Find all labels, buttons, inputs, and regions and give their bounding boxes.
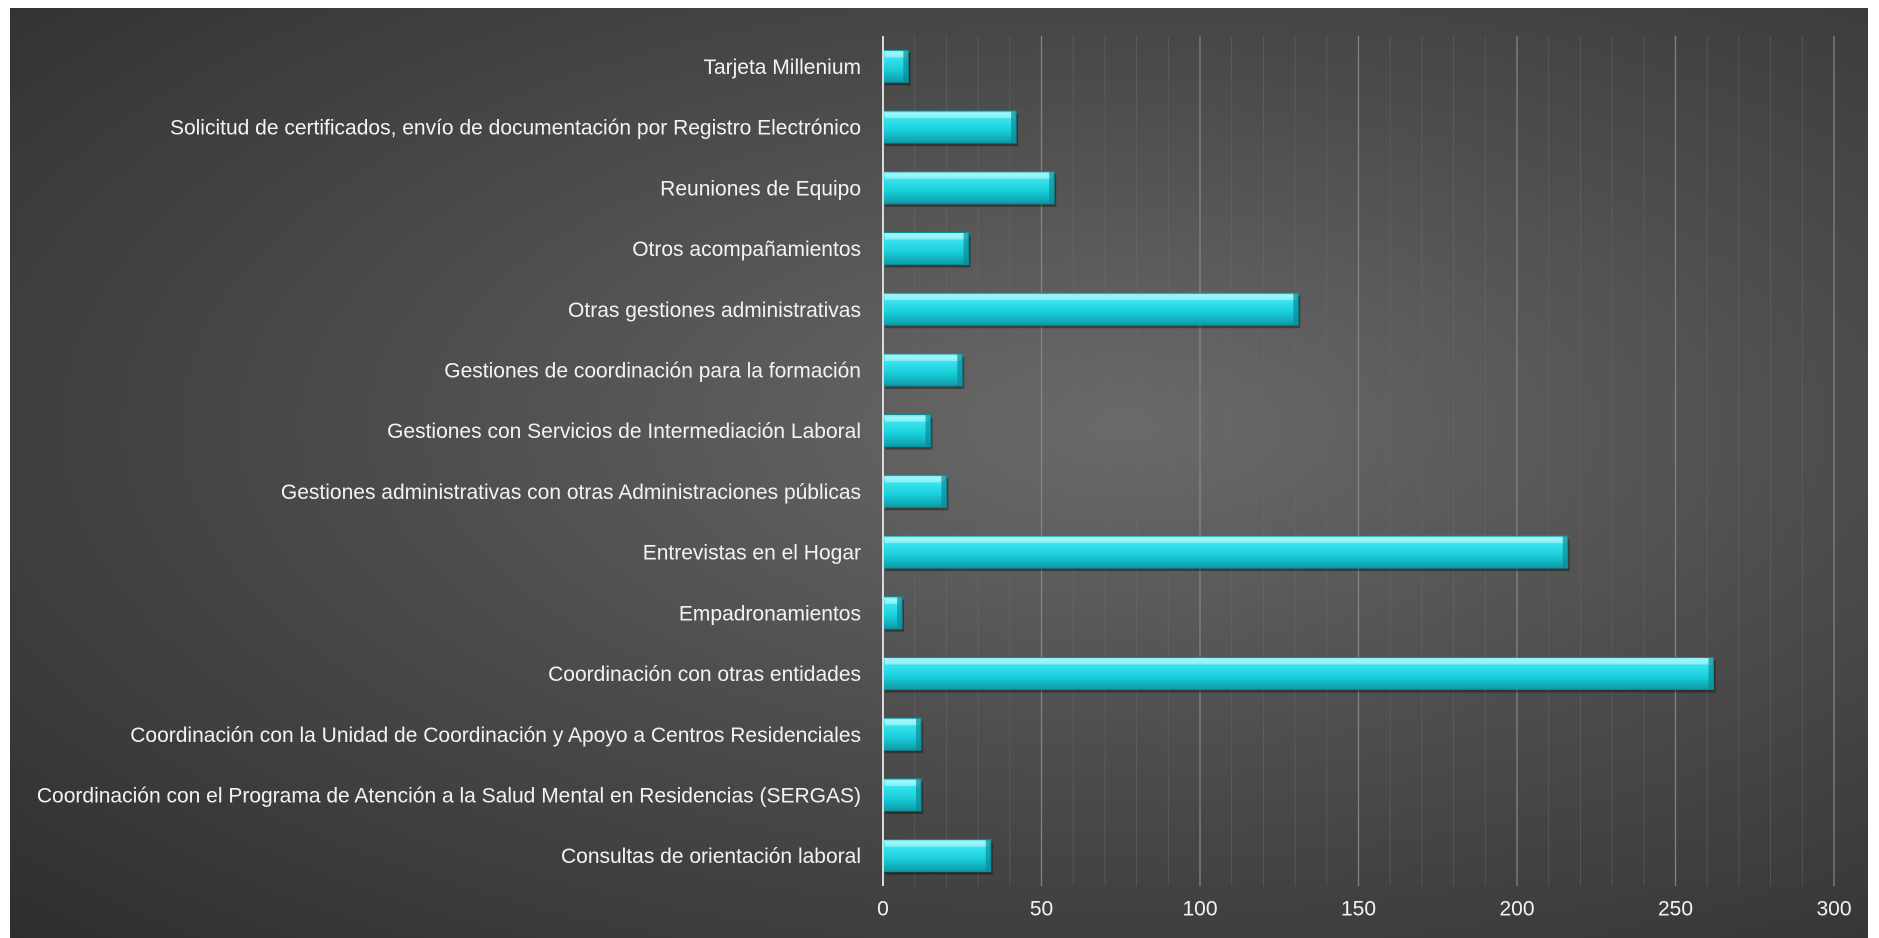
x-tick-label: 250 (1658, 898, 1693, 921)
bar-end-bevel (897, 596, 903, 629)
x-tick-label: 300 (1816, 898, 1851, 921)
bar-end-bevel (916, 778, 922, 811)
bar-bevel (885, 659, 1712, 665)
bar-end-bevel (941, 475, 947, 508)
x-tick-label: 0 (877, 898, 889, 921)
category-label: Reuniones de Equipo (660, 177, 861, 200)
category-label: Tarjeta Millenium (703, 56, 861, 79)
bar-bevel (885, 841, 989, 847)
category-label: Gestiones con Servicios de Intermediació… (387, 420, 861, 443)
bar-bevel (885, 538, 1566, 544)
bar (882, 778, 924, 814)
bar-bevel (885, 598, 901, 604)
bar-end-bevel (916, 718, 922, 751)
category-label: Empadronamientos (679, 602, 861, 625)
bar (882, 717, 924, 754)
category-label: Otras gestiones administrativas (568, 299, 861, 322)
bar (882, 535, 1570, 572)
bar-bevel (885, 355, 961, 361)
bar (882, 232, 971, 268)
bar (882, 110, 1019, 147)
bar (882, 49, 911, 86)
bar-end-bevel (925, 414, 931, 447)
bar (882, 292, 1301, 329)
bar-bevel (885, 52, 907, 58)
bar-end-bevel (957, 353, 963, 386)
bar-bevel (885, 113, 1015, 119)
bar-end-bevel (1011, 111, 1017, 144)
bar (882, 474, 949, 511)
bar (882, 353, 965, 389)
bar-end-bevel (1562, 536, 1568, 569)
bar-bevel (885, 416, 929, 422)
category-label: Solicitud de certificados, envío de docu… (170, 117, 861, 140)
bar-bevel (885, 720, 920, 726)
category-label: Coordinación con otras entidades (548, 663, 861, 686)
category-labels: Tarjeta Millenium Solicitud de certificad… (37, 56, 861, 868)
x-tick-label: 150 (1341, 898, 1376, 921)
bar-end-bevel (903, 50, 909, 83)
bars (882, 49, 1716, 875)
bar (882, 596, 905, 632)
category-label: Entrevistas en el Hogar (643, 542, 861, 565)
bar-end-bevel (1049, 171, 1055, 204)
bar-end-bevel (1293, 293, 1299, 326)
bar-bevel (885, 173, 1053, 179)
chart-frame: Tarjeta Millenium Solicitud de certificad… (10, 8, 1868, 938)
x-tick-label: 200 (1499, 898, 1534, 921)
bar (882, 657, 1716, 693)
bar (882, 839, 993, 875)
bar-bevel (885, 780, 920, 786)
category-label: Coordinación con la Unidad de Coordinaci… (130, 724, 861, 747)
bar (882, 171, 1057, 207)
category-label: Otros acompañamientos (632, 238, 861, 261)
category-label: Consultas de orientación laboral (561, 845, 861, 868)
x-tick-label: 50 (1030, 898, 1053, 921)
bar-bevel (885, 295, 1297, 301)
bar-end-bevel (1708, 657, 1714, 690)
bar (882, 414, 933, 450)
bar-end-bevel (963, 232, 969, 265)
bar-end-bevel (985, 839, 991, 872)
category-label: Coordinación con el Programa de Atención… (37, 784, 861, 807)
x-axis-ticks: 0 50 100 150 200 250 300 (877, 898, 1851, 921)
category-label: Gestiones administrativas con otras Admi… (281, 481, 861, 504)
bar-bevel (885, 234, 967, 240)
gridlines (914, 36, 1835, 886)
bar-chart: Tarjeta Millenium Solicitud de certificad… (37, 36, 1852, 921)
bar-bevel (885, 477, 945, 483)
category-label: Gestiones de coordinación para la formac… (444, 359, 861, 382)
x-tick-label: 100 (1182, 898, 1217, 921)
